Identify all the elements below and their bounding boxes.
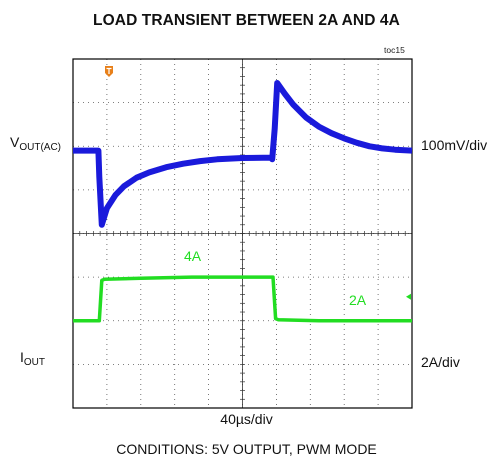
figure-id: toc15 xyxy=(384,45,405,55)
chart-title: LOAD TRANSIENT BETWEEN 2A AND 4A xyxy=(93,12,400,29)
level-marker-icon xyxy=(406,293,411,300)
conditions-note: CONDITIONS: 5V OUTPUT, PWM MODE xyxy=(116,441,377,457)
annotation-2a: 2A xyxy=(349,292,367,308)
time-scale-label: 40µs/div xyxy=(220,411,273,427)
iout-channel-label: IOUT xyxy=(20,349,45,368)
markers xyxy=(105,66,411,300)
plot-frame xyxy=(72,58,413,409)
traces xyxy=(73,80,413,323)
iout-trace xyxy=(73,275,412,323)
vout-scale-label: 100mV/div xyxy=(421,137,488,153)
annotation-4a: 4A xyxy=(184,248,202,264)
grid xyxy=(73,59,412,408)
vout-channel-label: VOUT(AC) xyxy=(10,134,62,153)
vout-trace xyxy=(73,80,413,228)
iout-scale-label: 2A/div xyxy=(421,354,460,370)
